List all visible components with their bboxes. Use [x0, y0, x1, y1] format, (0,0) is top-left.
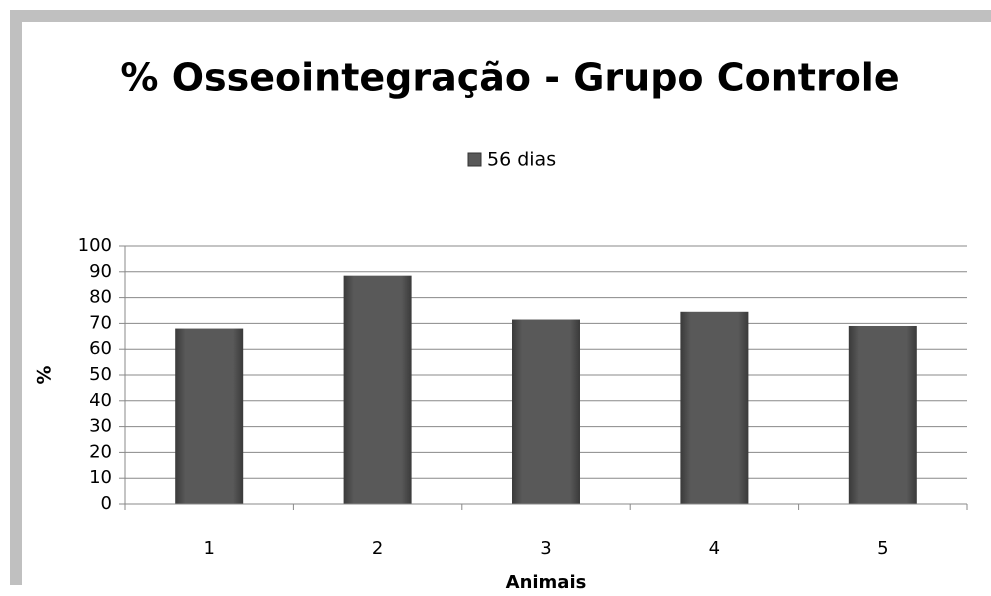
y-tick-label: 50	[89, 364, 112, 385]
y-tick-label: 10	[89, 467, 112, 488]
x-tick-label: 4	[709, 538, 720, 559]
y-tick-label: 90	[89, 261, 112, 282]
frame-shadow-left	[10, 10, 22, 585]
bar	[175, 328, 244, 504]
bar	[512, 319, 580, 504]
y-tick-label: 60	[89, 338, 112, 359]
bar	[848, 325, 917, 504]
chart-title: % Osseointegração - Grupo Controle	[120, 56, 899, 100]
y-tick-label: 80	[89, 287, 112, 308]
y-tick-label: 100	[78, 235, 112, 256]
x-tick-label: 1	[203, 538, 214, 559]
y-tick-label: 30	[89, 416, 112, 437]
legend-label: 56 dias	[487, 149, 556, 171]
x-tick-label: 2	[372, 538, 383, 559]
x-tick-label: 5	[877, 538, 888, 559]
x-axis-label: Animais	[506, 572, 587, 593]
bar	[680, 311, 749, 504]
y-tick-label: 0	[101, 493, 112, 514]
bar	[343, 275, 412, 504]
y-tick-label: 20	[89, 441, 112, 462]
y-axis-label: %	[34, 365, 56, 384]
frame-shadow-top	[10, 10, 991, 22]
legend-swatch	[467, 152, 482, 167]
y-tick-label: 70	[89, 312, 112, 333]
y-tick-label: 40	[89, 390, 112, 411]
x-tick-label: 3	[540, 538, 551, 559]
